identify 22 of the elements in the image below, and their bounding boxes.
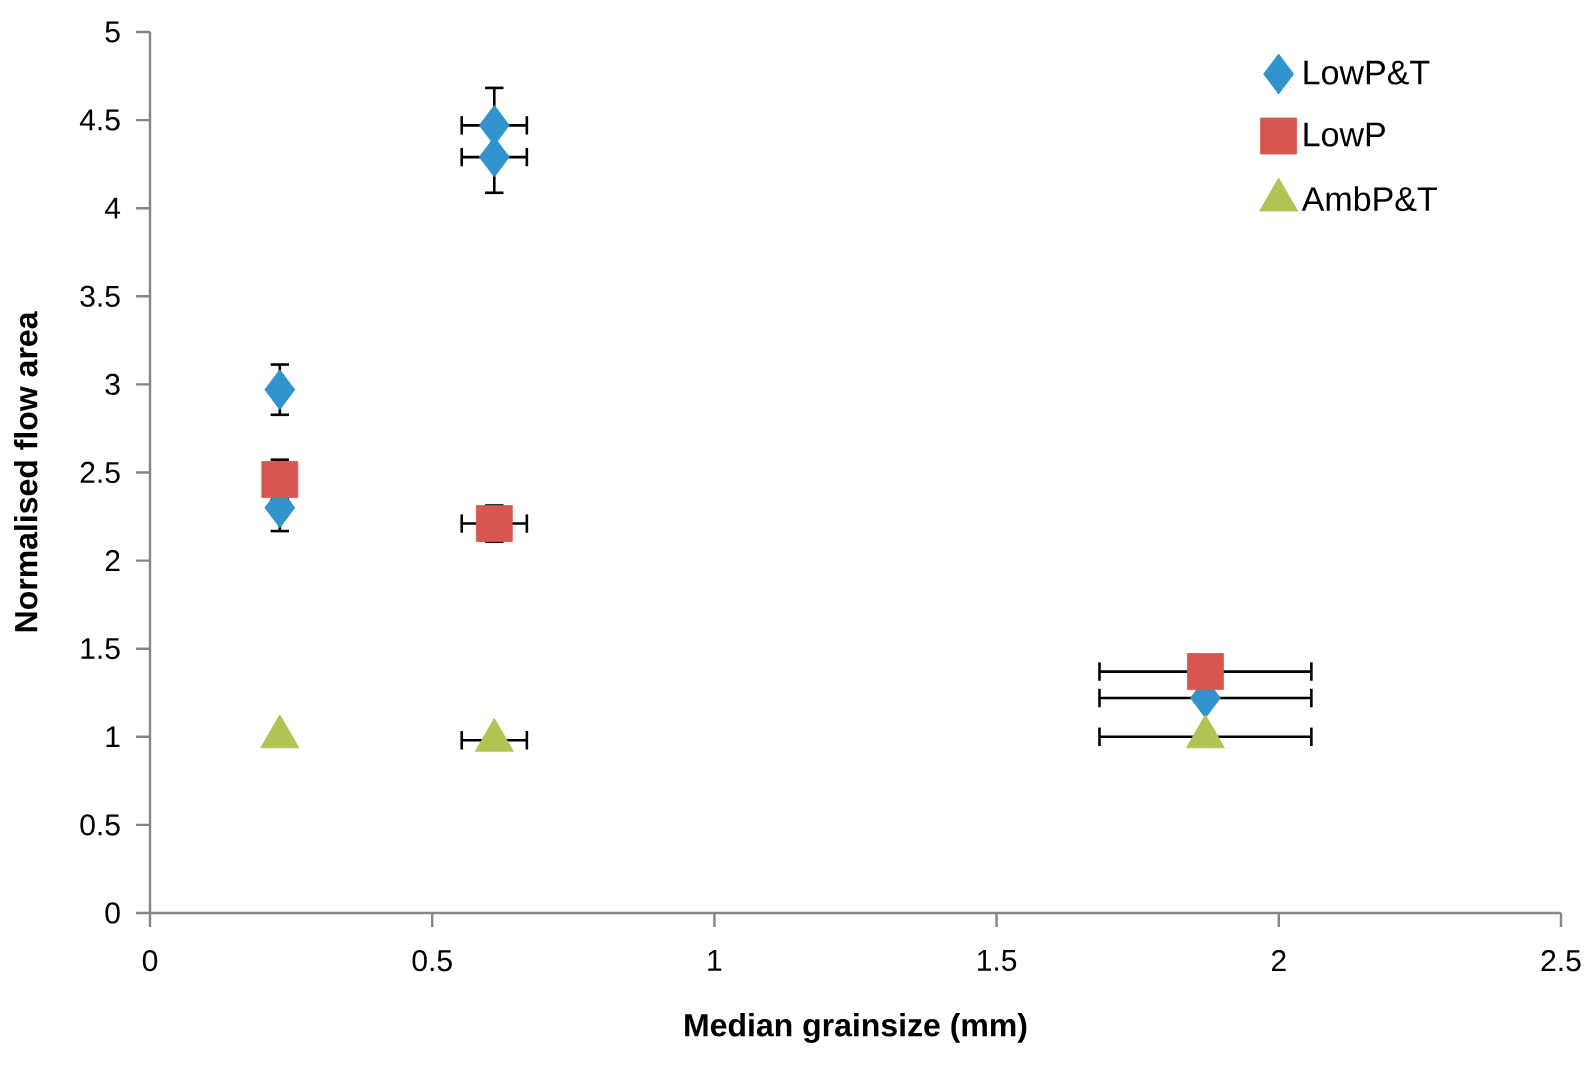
x-tick-label: 0.5 — [412, 950, 452, 972]
y-tick-label: 1.5 — [81, 638, 120, 660]
y-tick-label: 4 — [104, 197, 121, 219]
x-tick-label: 2 — [1271, 950, 1286, 971]
x-tick-label: 1.5 — [978, 950, 1017, 971]
y-tick-label: 0 — [105, 902, 120, 924]
legend-label: LowP&T — [1304, 60, 1430, 85]
y-tick-label: 0.5 — [80, 814, 120, 836]
y-tick-label: 3.5 — [80, 285, 120, 307]
y-tick-label: 1 — [106, 726, 120, 748]
x-tick-label: 0 — [142, 950, 158, 972]
y-axis-title: Normalised flow area — [14, 311, 38, 632]
y-tick-label: 4.5 — [79, 109, 120, 131]
y-tick-label: 2 — [105, 550, 120, 572]
y-tick-label: 2.5 — [80, 461, 120, 484]
y-tick-label: 5 — [105, 21, 120, 43]
legend-label: AmbP&T — [1301, 186, 1437, 212]
x-axis-title: Median grainsize (mm) — [685, 1013, 1027, 1043]
legend-label: LowP — [1304, 122, 1385, 147]
x-tick-label: 1 — [708, 950, 722, 971]
x-tick-label: 2.5 — [1541, 950, 1581, 972]
y-tick-label: 3 — [105, 373, 120, 395]
